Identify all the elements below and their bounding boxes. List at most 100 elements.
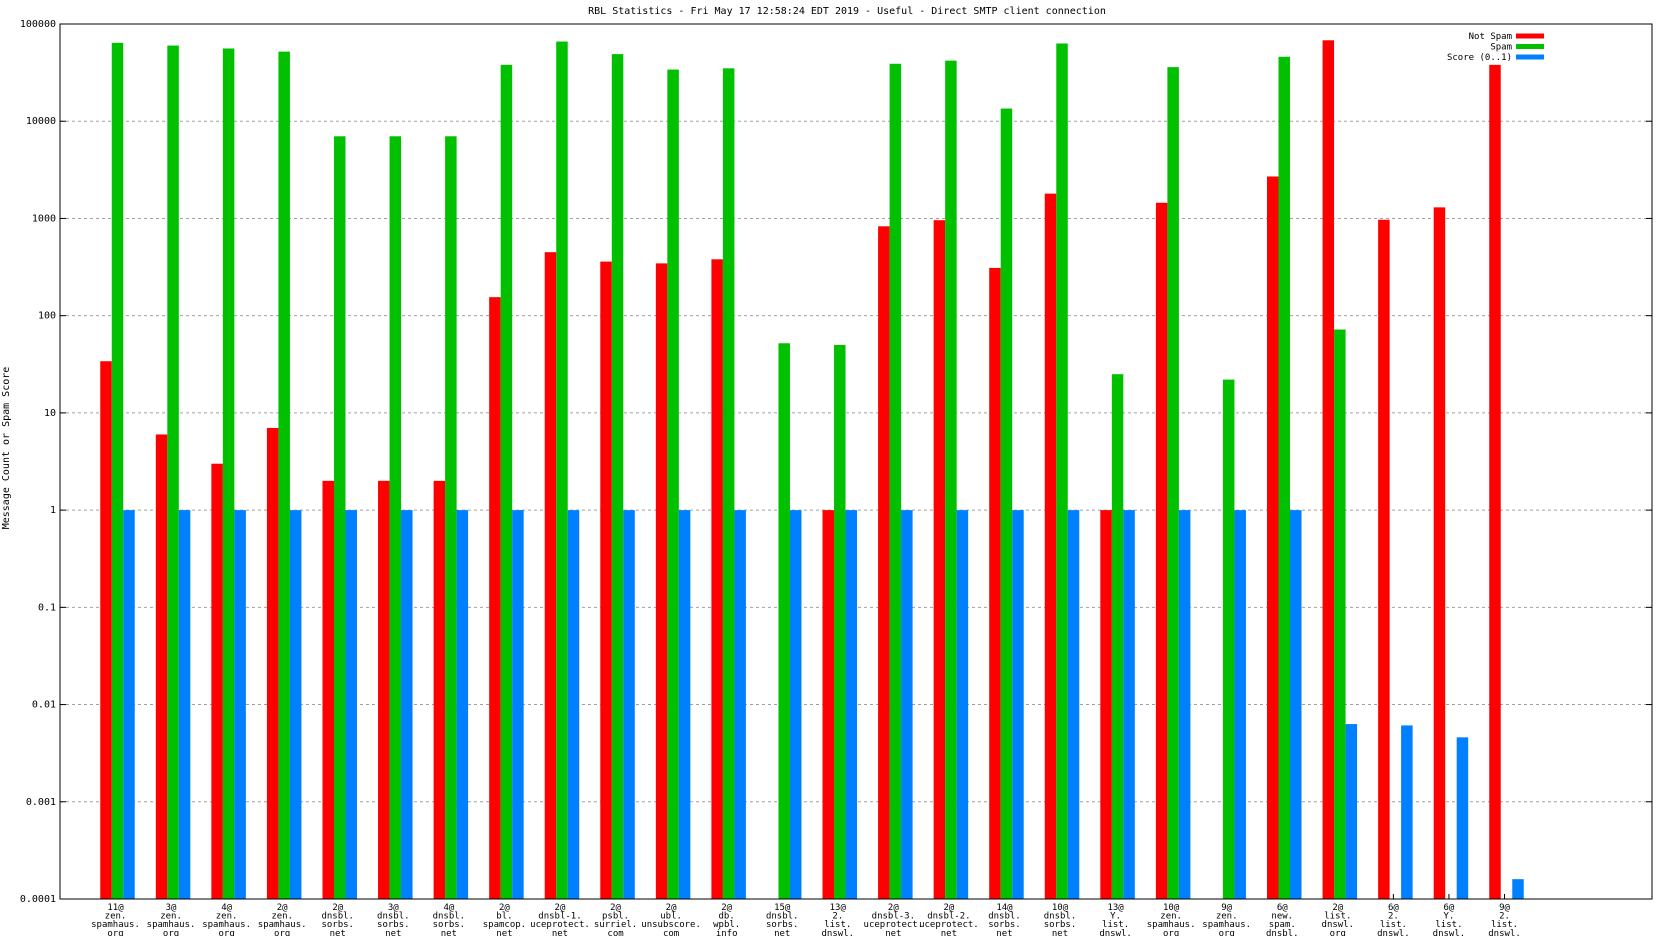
x-category-label-line: org	[274, 929, 290, 936]
bar	[600, 261, 612, 900]
x-category-label-line: dnsbl.	[1044, 912, 1077, 922]
bar	[1178, 510, 1191, 899]
x-category-label-line: zen.	[160, 912, 182, 922]
bar	[1056, 43, 1068, 900]
y-tick-label: 10000	[26, 116, 56, 127]
x-category-label-line: dnswl.	[1433, 929, 1466, 936]
bar	[211, 463, 223, 899]
bar	[1012, 510, 1024, 899]
bar	[167, 45, 179, 900]
x-category-label: 15@dnsbl.sorbs.netorigin	[766, 903, 799, 936]
x-category-label: 3@dnsbl.sorbs.netorigin	[377, 903, 410, 936]
x-category-label-line: 9@	[1221, 903, 1232, 913]
x-category-label-line: 15@	[774, 903, 791, 913]
bar	[1512, 879, 1524, 899]
bar	[500, 64, 513, 899]
x-category-label-line: net	[885, 929, 901, 936]
bar	[1334, 329, 1346, 899]
bar	[734, 510, 746, 899]
x-category-label-line: dnsbl-2.	[927, 912, 970, 922]
x-category-label-line: list.	[824, 920, 851, 930]
x-category-label-line: zen.	[105, 912, 127, 922]
bar	[845, 510, 858, 899]
bar	[123, 510, 135, 899]
x-category-label-line: 2@	[666, 903, 677, 913]
x-category-label-line: net	[385, 929, 401, 936]
x-category-label-line: dnsbl.	[766, 912, 799, 922]
x-category-label: 13@Y.list.dnswl.orgorigin	[1099, 903, 1132, 936]
x-category-label: 2@bl.spamcop.netorigin	[483, 903, 526, 936]
bar	[1000, 108, 1013, 899]
bar	[456, 510, 469, 899]
bar	[266, 427, 279, 899]
bars	[100, 40, 1524, 900]
x-category-label-line: info	[716, 929, 738, 936]
bar	[401, 510, 413, 899]
x-category-label: 2@dnsbl-2.uceprotect.netorigin	[919, 903, 979, 936]
x-category-label-line: 2@	[610, 903, 621, 913]
bar	[834, 344, 846, 899]
x-category-label-line: bl.	[496, 912, 512, 922]
x-category-label-line: 6@	[1277, 903, 1288, 913]
x-category-label-line: zen.	[1216, 912, 1238, 922]
bar	[1111, 374, 1124, 899]
bar	[901, 510, 913, 899]
bar	[878, 226, 890, 899]
x-category-label: 6@2.list.dnswl.orgorigin	[1377, 903, 1410, 936]
y-tick-label: 1	[50, 505, 56, 516]
x-category-label-line: dnswl.	[822, 929, 855, 936]
x-category-label-line: 3@	[388, 903, 399, 913]
bar	[155, 434, 168, 899]
x-category-label-line: dnsbl.	[1266, 929, 1299, 936]
y-tick-label: 1000	[32, 213, 56, 224]
y-tick-label: 10	[44, 408, 56, 419]
bar	[1167, 67, 1179, 899]
x-category-label-line: 2@	[555, 903, 566, 913]
x-category-label-line: net	[441, 929, 457, 936]
x-category-label-line: sorbs.	[988, 920, 1021, 930]
x-category-label-line: org	[107, 929, 123, 936]
x-category-label-line: 14@	[996, 903, 1013, 913]
x-category-label-line: 9@	[1499, 903, 1510, 913]
x-category-label-line: sorbs.	[377, 920, 410, 930]
x-category-label-line: 2@	[499, 903, 510, 913]
x-category-label-line: spamhaus.	[202, 920, 251, 930]
bar	[278, 51, 290, 900]
x-category-label-line: net	[941, 929, 957, 936]
x-category-label-line: dnsbl-3.	[872, 912, 915, 922]
y-axis-label: Message Count or Spam Score	[1, 367, 12, 530]
x-category-label: 6@Y.list.dnswl.orgorigin	[1433, 903, 1466, 936]
x-category-label-line: spamhaus.	[1147, 920, 1196, 930]
x-category-label-line: list.	[1102, 920, 1129, 930]
bar	[933, 220, 946, 899]
x-category-label-line: wpbl.	[713, 920, 740, 930]
x-category-label-line: uceprotect.	[919, 920, 979, 930]
x-category-label: 14@dnsbl.sorbs.netorigin	[988, 903, 1021, 936]
x-category-label-line: sorbs.	[1044, 920, 1077, 930]
x-category-label: 6@new.spam.dnsbl.sorbs.netorigin	[1266, 903, 1299, 936]
bar	[1222, 379, 1235, 900]
bar	[945, 60, 957, 899]
bar	[678, 510, 691, 899]
x-category-label-line: 11@	[107, 903, 124, 913]
bar	[822, 510, 835, 899]
bar	[556, 41, 568, 900]
x-category-label-line: list.	[1324, 912, 1351, 922]
bar	[322, 480, 334, 899]
bar	[433, 480, 446, 899]
x-category-label-line: spamhaus.	[1202, 920, 1251, 930]
x-category-label-line: dnsbl.	[988, 912, 1021, 922]
x-category-label: 10@dnsbl.sorbs.netorigin	[1044, 903, 1077, 936]
y-tick-label: 0.01	[32, 700, 56, 711]
x-category-label-line: 2@	[721, 903, 732, 913]
x-category-label-line: dnsbl.	[433, 912, 466, 922]
x-category-label: 2@ubl.unsubscore.comorigin	[641, 903, 701, 936]
legend-label: Score (0..1)	[1447, 53, 1512, 63]
x-category-label-line: spam.	[1269, 920, 1296, 930]
x-category-label-line: list.	[1435, 920, 1462, 930]
x-category-label: 2@psbl.surriel.comorigin	[594, 903, 637, 936]
x-category-label-line: uceprotect.	[530, 920, 590, 930]
bar	[489, 297, 501, 899]
bar	[1322, 40, 1335, 899]
x-category-label-line: dnsbl.	[321, 912, 354, 922]
